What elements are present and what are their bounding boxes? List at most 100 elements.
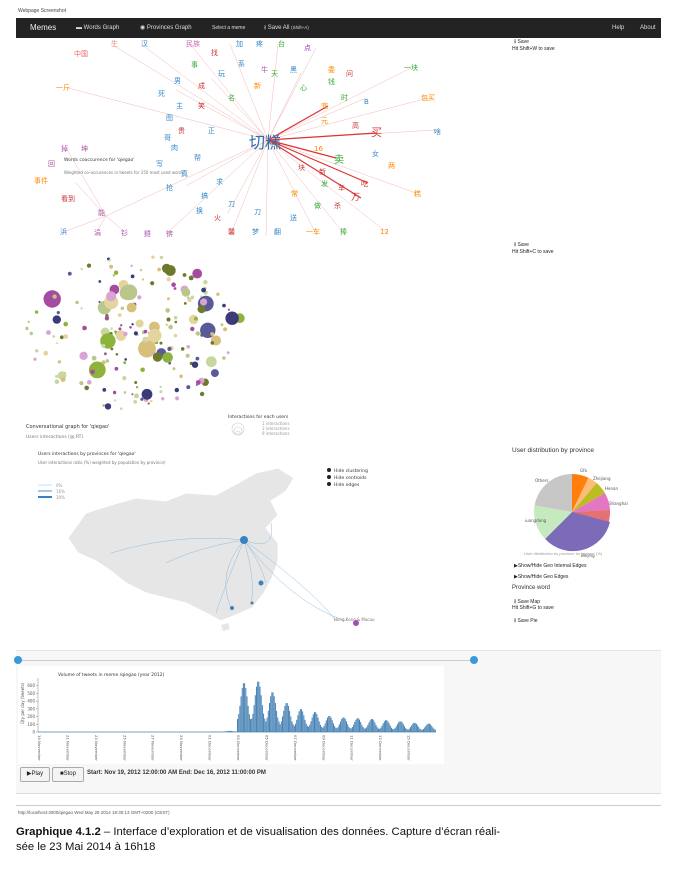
user-bubble[interactable]: [87, 380, 92, 385]
user-bubble[interactable]: [185, 353, 190, 358]
user-bubble[interactable]: [141, 388, 153, 400]
hide-clustering-toggle[interactable]: Hide clustering: [334, 468, 368, 474]
user-bubble[interactable]: [122, 376, 127, 381]
user-bubble[interactable]: [188, 275, 194, 281]
user-bubble[interactable]: [91, 355, 97, 361]
user-bubble[interactable]: [192, 268, 203, 279]
beijing-centroid[interactable]: [240, 536, 248, 544]
user-bubble[interactable]: [90, 369, 95, 375]
user-bubble[interactable]: [195, 356, 200, 361]
user-bubble[interactable]: [172, 367, 176, 371]
toggle-geo-edges[interactable]: ▶Show/Hide Geo Edges: [514, 574, 569, 580]
user-bubble[interactable]: [175, 396, 180, 401]
user-bubble[interactable]: [114, 366, 119, 371]
user-bubble[interactable]: [79, 381, 84, 386]
toggle-dot[interactable]: [327, 482, 331, 486]
user-bubble[interactable]: [52, 315, 61, 324]
user-bubble[interactable]: [195, 380, 201, 385]
user-bubble[interactable]: [148, 328, 162, 343]
nav-about[interactable]: About: [640, 25, 656, 31]
user-bubble[interactable]: [173, 287, 177, 290]
user-bubble[interactable]: [120, 324, 123, 327]
user-bubble[interactable]: [201, 287, 207, 293]
user-bubble[interactable]: [134, 393, 139, 399]
user-bubble[interactable]: [43, 290, 61, 308]
user-bubble[interactable]: [108, 259, 111, 262]
user-bubble[interactable]: [135, 386, 139, 389]
user-bubble[interactable]: [104, 403, 112, 410]
user-bubble[interactable]: [115, 353, 119, 356]
user-bubble[interactable]: [137, 295, 142, 300]
user-bubble[interactable]: [226, 351, 230, 355]
range-slider-handle-end[interactable]: [470, 656, 478, 664]
nav-words-graph[interactable]: ▬ Words Graph: [76, 18, 119, 38]
user-bubble[interactable]: [140, 397, 144, 401]
words-cooccurrence-graph[interactable]: 中国生汉 民族加疼 台点找 事系牛 天黑委 问钱一块 一斤男玩 成名新 心时 B …: [16, 38, 496, 243]
user-bubble[interactable]: [159, 390, 163, 394]
conversational-graph[interactable]: Conversational graph for 'qiegao' Users …: [16, 248, 316, 443]
hide-edges-toggle[interactable]: Hide edges: [334, 482, 360, 488]
user-bubble[interactable]: [141, 278, 145, 281]
user-bubble[interactable]: [98, 300, 101, 304]
user-bubble[interactable]: [75, 300, 79, 305]
user-bubble[interactable]: [210, 369, 219, 378]
user-bubble[interactable]: [143, 345, 150, 353]
user-bubble[interactable]: [173, 315, 178, 320]
user-bubble[interactable]: [110, 327, 113, 330]
user-bubble[interactable]: [147, 402, 150, 405]
user-bubble[interactable]: [227, 308, 230, 311]
user-bubble[interactable]: [119, 285, 135, 301]
user-bubble[interactable]: [168, 324, 173, 330]
pie-slice-gd[interactable]: [572, 474, 589, 512]
user-bubble[interactable]: [174, 387, 179, 393]
user-bubble[interactable]: [190, 295, 195, 300]
china-province-map[interactable]: Users interactions by provinces for 'qie…: [16, 443, 496, 643]
user-bubble[interactable]: [161, 397, 165, 401]
toggle-dot[interactable]: [327, 475, 331, 479]
pie-slice-guangdong[interactable]: [534, 505, 572, 539]
pie-slice-henan[interactable]: [572, 483, 605, 512]
hide-centroids-toggle[interactable]: Hide centroids: [334, 475, 367, 481]
user-bubble[interactable]: [135, 319, 144, 328]
toggle-geo-internal-edges[interactable]: ▶Show/Hide Geo Internal Edges: [514, 563, 587, 569]
brand-logo[interactable]: Memes: [30, 23, 57, 32]
user-bubble[interactable]: [52, 294, 57, 299]
user-bubble[interactable]: [80, 267, 83, 271]
user-bubble[interactable]: [173, 333, 178, 338]
user-bubble[interactable]: [112, 390, 117, 395]
province-pie-chart[interactable]: Gfa Zhejiang Henan Shanghai Beijing Guan…: [525, 460, 635, 560]
user-bubble[interactable]: [33, 357, 37, 361]
user-bubble[interactable]: [195, 384, 198, 386]
user-bubble[interactable]: [124, 358, 127, 361]
user-bubble[interactable]: [109, 264, 114, 269]
user-bubble[interactable]: [86, 263, 92, 268]
user-bubble[interactable]: [134, 381, 138, 384]
user-bubble[interactable]: [164, 265, 176, 276]
user-bubble[interactable]: [27, 320, 30, 324]
save-convo-button[interactable]: ⭳ Save: [514, 240, 529, 250]
province-centroid[interactable]: [250, 601, 254, 605]
province-centroid[interactable]: [258, 580, 264, 586]
user-bubble[interactable]: [225, 311, 239, 325]
user-bubble[interactable]: [52, 335, 56, 338]
user-bubble[interactable]: [166, 277, 171, 282]
user-bubble[interactable]: [54, 379, 60, 384]
user-bubble[interactable]: [139, 268, 143, 272]
user-bubble[interactable]: [126, 302, 137, 313]
user-bubble[interactable]: [80, 307, 83, 310]
user-bubble[interactable]: [55, 342, 58, 345]
user-bubble[interactable]: [43, 350, 49, 356]
user-bubble[interactable]: [200, 322, 216, 338]
user-bubble[interactable]: [205, 356, 217, 368]
stop-button[interactable]: ■Stop: [52, 767, 84, 782]
user-bubble[interactable]: [223, 327, 228, 332]
user-bubble[interactable]: [101, 343, 106, 348]
user-bubble[interactable]: [117, 313, 122, 317]
user-bubble[interactable]: [88, 361, 106, 379]
user-bubble[interactable]: [120, 306, 125, 310]
nav-help[interactable]: Help: [612, 25, 625, 31]
user-bubble[interactable]: [180, 347, 185, 351]
user-bubble[interactable]: [187, 297, 192, 303]
user-bubble[interactable]: [119, 407, 123, 410]
user-bubble[interactable]: [186, 385, 191, 390]
